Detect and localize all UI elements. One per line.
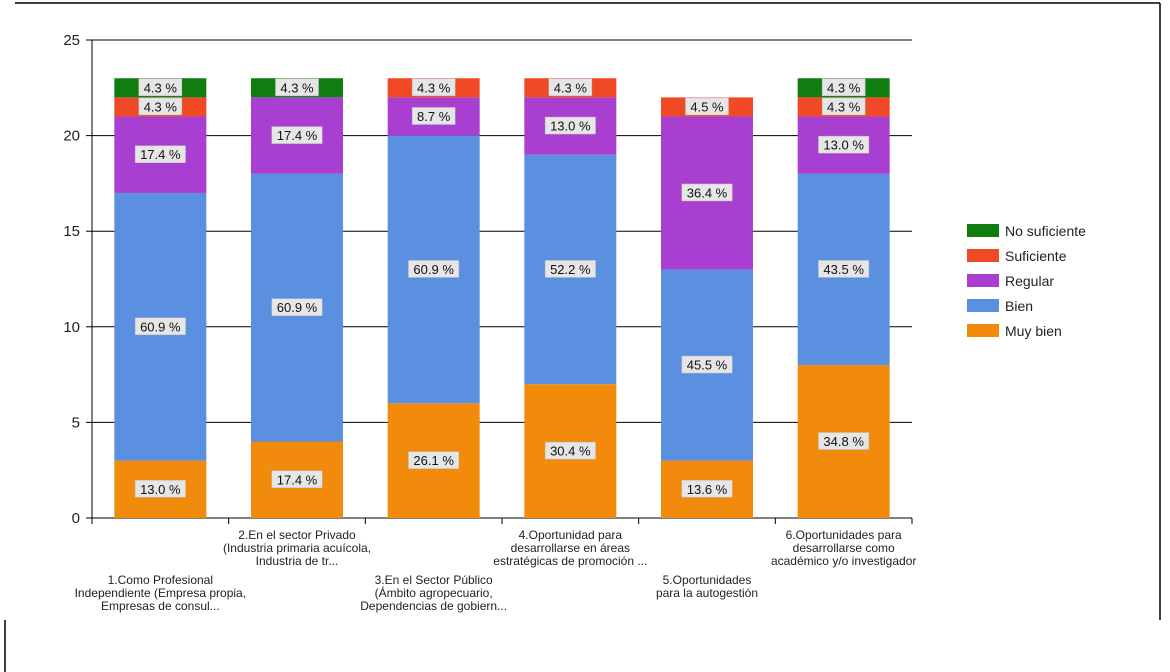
category-label: 2.En el sector Privado	[238, 528, 356, 542]
data-label: 60.9 %	[413, 262, 454, 277]
data-label: 4.3 %	[144, 80, 178, 95]
category-label: 3.En el Sector Público	[375, 573, 493, 587]
legend-label: No suficiente	[1005, 223, 1086, 239]
data-label: 34.8 %	[823, 434, 864, 449]
legend-label: Suficiente	[1005, 248, 1067, 264]
data-label: 8.7 %	[417, 109, 451, 124]
data-label: 4.3 %	[280, 80, 314, 95]
data-label: 30.4 %	[550, 444, 591, 459]
data-label-box	[548, 78, 593, 97]
data-label: 4.3 %	[417, 80, 451, 95]
y-tick-label: 5	[72, 414, 80, 431]
data-label: 13.6 %	[687, 482, 728, 497]
y-tick-label: 10	[63, 319, 80, 336]
category-label: Independiente (Empresa propia,	[75, 586, 246, 600]
data-label-box	[411, 107, 456, 125]
data-label-box	[821, 78, 866, 97]
data-label-box	[271, 470, 323, 489]
legend-swatch	[967, 249, 999, 262]
data-label: 4.3 %	[144, 99, 178, 114]
data-label: 13.0 %	[550, 119, 591, 134]
data-label-box	[544, 441, 596, 460]
data-label-box	[408, 451, 460, 469]
category-label: Empresas de consul...	[101, 599, 220, 613]
data-label: 4.5 %	[690, 99, 724, 114]
data-label-box	[138, 97, 183, 116]
category-label: 1.Como Profesional	[108, 573, 213, 587]
data-label-box	[138, 78, 183, 97]
data-label-box	[818, 260, 870, 278]
category-label: 4.Oportunidad para	[519, 528, 623, 542]
category-label: Industria de tr...	[256, 554, 339, 568]
data-label-box	[408, 260, 460, 278]
category-label: para la autogestión	[656, 586, 758, 600]
category-label: desarrollarse como	[793, 541, 895, 555]
legend-swatch	[967, 299, 999, 312]
y-tick-label: 25	[63, 32, 80, 49]
data-label-box	[681, 480, 733, 498]
data-label-box	[818, 432, 870, 450]
legend-swatch	[967, 224, 999, 237]
data-label-box	[818, 135, 870, 154]
category-label: desarrollarse en áreas	[511, 541, 630, 555]
legend-label: Bien	[1005, 298, 1033, 314]
data-label: 43.5 %	[823, 262, 864, 277]
data-label: 45.5 %	[687, 358, 728, 373]
legend-swatch	[967, 274, 999, 287]
data-label: 4.3 %	[827, 99, 861, 114]
data-label-box	[134, 480, 186, 498]
category-label: estratégicas de promoción ...	[493, 554, 647, 568]
y-tick-label: 20	[63, 128, 80, 145]
data-label-box	[134, 317, 186, 336]
legend-swatch	[967, 324, 999, 337]
category-label: 6.Oportunidades para	[786, 528, 902, 542]
data-label-box	[134, 145, 186, 163]
data-label: 52.2 %	[550, 262, 591, 277]
data-label: 17.4 %	[277, 472, 318, 487]
data-label-box	[544, 260, 596, 278]
data-label: 60.9 %	[277, 300, 318, 315]
data-label: 60.9 %	[140, 319, 181, 334]
category-label: (Ámbito agropecuario,	[375, 585, 493, 600]
y-tick-label: 0	[72, 510, 80, 527]
category-label: Dependencias de gobiern...	[360, 599, 507, 613]
data-label: 13.0 %	[823, 138, 864, 153]
data-label-box	[544, 116, 596, 135]
category-label: (Industria primaria acuícola,	[223, 541, 371, 555]
category-label: 5.Oportunidades	[663, 573, 752, 587]
legend-label: Muy bien	[1005, 323, 1062, 339]
data-label: 13.0 %	[140, 482, 181, 497]
data-label: 4.3 %	[827, 80, 861, 95]
data-label: 17.4 %	[140, 147, 181, 162]
data-label-box	[275, 78, 319, 97]
legend-label: Regular	[1005, 273, 1054, 289]
data-label-box	[821, 97, 866, 116]
data-label-box	[681, 183, 733, 202]
data-label-box	[271, 126, 323, 144]
data-label-box	[681, 355, 733, 374]
data-label-box	[411, 78, 456, 97]
data-label: 4.3 %	[554, 80, 588, 95]
data-label: 17.4 %	[277, 128, 318, 143]
category-label: académico y/o investigador	[771, 554, 916, 568]
data-label: 36.4 %	[687, 185, 728, 200]
data-label-box	[685, 97, 729, 116]
data-label: 26.1 %	[413, 453, 454, 468]
data-label-box	[271, 298, 323, 316]
y-tick-label: 15	[63, 223, 80, 240]
